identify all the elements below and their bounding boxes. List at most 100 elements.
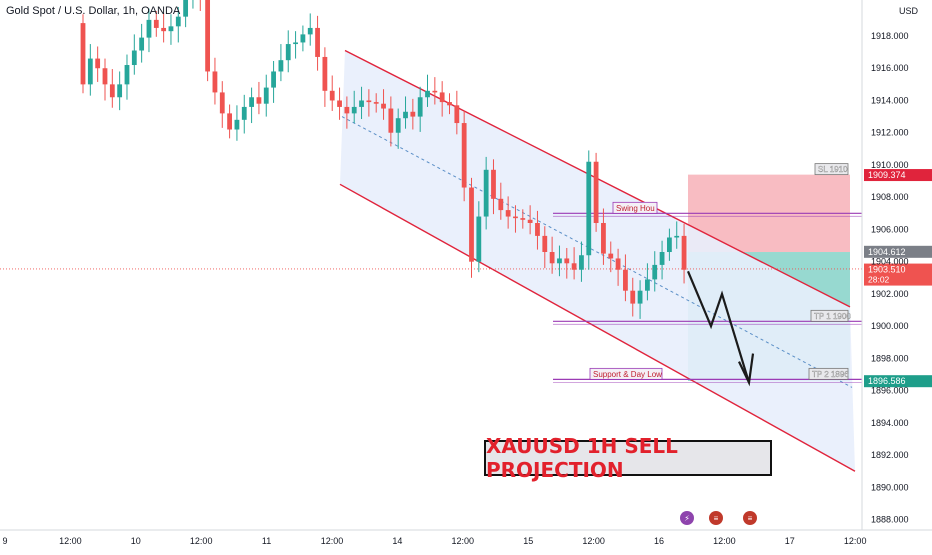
- time-tick-label: 12:00: [844, 536, 867, 546]
- candle-body: [461, 123, 467, 188]
- annotation-box: [810, 309, 849, 322]
- candle-body: [601, 222, 606, 254]
- price-tick-label: 1892.000: [871, 450, 909, 460]
- candle-body: [447, 102, 452, 106]
- annotation-label: Swing Hou: [616, 204, 655, 213]
- candle-body: [351, 106, 357, 114]
- us-flag-icon-bg: [709, 511, 723, 525]
- candle-body: [315, 27, 320, 57]
- candle-body: [527, 219, 533, 223]
- candle-body: [681, 235, 687, 270]
- candle-body: [410, 111, 416, 117]
- candle-body: [322, 56, 328, 91]
- time-tick-label: 12:00: [59, 536, 82, 546]
- candle-body: [87, 58, 93, 85]
- annotation-label: Support & Day Low: [593, 370, 662, 379]
- candle-body: [579, 255, 584, 270]
- candle-body: [615, 258, 621, 270]
- candle-body: [183, 0, 189, 17]
- time-tick-label: 14: [392, 536, 402, 546]
- price-tag: [864, 169, 932, 182]
- candle-body: [564, 258, 570, 264]
- time-tick-label: 17: [785, 536, 795, 546]
- time-tick-label: 12:00: [452, 536, 475, 546]
- candle-body: [249, 97, 254, 107]
- projection-arrowhead: [738, 353, 755, 387]
- candle-body: [307, 27, 313, 35]
- price-tick-label: 1904.000: [871, 257, 909, 267]
- candle-body: [175, 16, 181, 27]
- candle-body: [168, 26, 174, 32]
- price-tick-label: 1896.000: [871, 386, 909, 396]
- projection-arrow: [686, 270, 755, 387]
- descending-channel: [339, 49, 856, 472]
- candle-body: [344, 106, 350, 114]
- lightning-icon-bg: [680, 511, 694, 525]
- candle-body: [227, 113, 232, 130]
- candle-body: [263, 87, 269, 104]
- candle-body: [476, 216, 482, 262]
- time-tick-label: 11: [262, 536, 271, 546]
- annotation-box: [808, 367, 849, 380]
- candle-body: [520, 218, 526, 220]
- candle-body: [234, 119, 240, 130]
- price-tick-label: 1914.000: [871, 95, 909, 105]
- candle-body: [549, 252, 555, 264]
- candle-body: [366, 100, 372, 103]
- candle-body: [674, 235, 680, 238]
- lightning-icon[interactable]: ⚡: [680, 511, 694, 525]
- candle-body: [417, 97, 423, 117]
- price-tick-label: 1902.000: [871, 289, 909, 299]
- candle-body: [483, 169, 489, 217]
- candle-body: [425, 90, 430, 98]
- price-tick-label: 1888.000: [871, 515, 909, 525]
- candle-body: [80, 23, 86, 85]
- candle-body: [388, 108, 394, 133]
- price-tag-label: 1904.612: [868, 247, 906, 257]
- candle-body: [161, 27, 167, 32]
- price-tag-label: 1896.586: [868, 376, 906, 386]
- candle-body: [300, 34, 306, 43]
- candle-body: [241, 106, 247, 120]
- candle-body: [293, 42, 298, 45]
- us-flag-icon[interactable]: ≡: [709, 511, 723, 525]
- candle-body: [278, 60, 284, 72]
- price-tag-label: 1903.510: [868, 265, 906, 275]
- time-tick-label: 12:00: [190, 536, 213, 546]
- price-tag: [864, 245, 932, 258]
- annotation-box: [612, 201, 658, 214]
- price-tick-label: 1918.000: [871, 31, 909, 41]
- projection-path: [686, 270, 750, 380]
- event-icons[interactable]: ⚡ ≡ ≡: [680, 511, 757, 525]
- currency-button[interactable]: USD: [898, 6, 918, 16]
- time-tick-label: 12:00: [713, 536, 736, 546]
- candle-body: [469, 187, 474, 262]
- candle-body: [153, 19, 159, 28]
- candle-body: [285, 44, 291, 61]
- candlesticks: [80, 0, 687, 319]
- candle-body: [505, 210, 511, 217]
- candle-body: [659, 252, 665, 265]
- time-tick-label: 16: [654, 536, 664, 546]
- price-tick-label: 1890.000: [871, 482, 909, 492]
- candle-body: [571, 263, 577, 270]
- us-flag-icon[interactable]: ≡: [743, 511, 757, 525]
- candle-body: [513, 216, 518, 219]
- candle-body: [146, 19, 152, 38]
- candle-body: [652, 264, 658, 280]
- symbol-title: Gold Spot / U.S. Dollar, 1h, OANDA: [6, 5, 181, 17]
- price-tick-label: 1898.000: [871, 353, 909, 363]
- candle-body: [256, 97, 262, 104]
- time-tick-label: 15: [523, 536, 533, 546]
- candle-body: [454, 105, 460, 124]
- channel-midline: [341, 116, 853, 388]
- candle-body: [498, 198, 504, 211]
- candle-body: [623, 269, 628, 291]
- candle-body: [432, 90, 438, 93]
- annotation-label: TP 2 1896: [812, 370, 849, 379]
- candle-body: [359, 100, 364, 107]
- price-tick-label: 1912.000: [871, 128, 909, 138]
